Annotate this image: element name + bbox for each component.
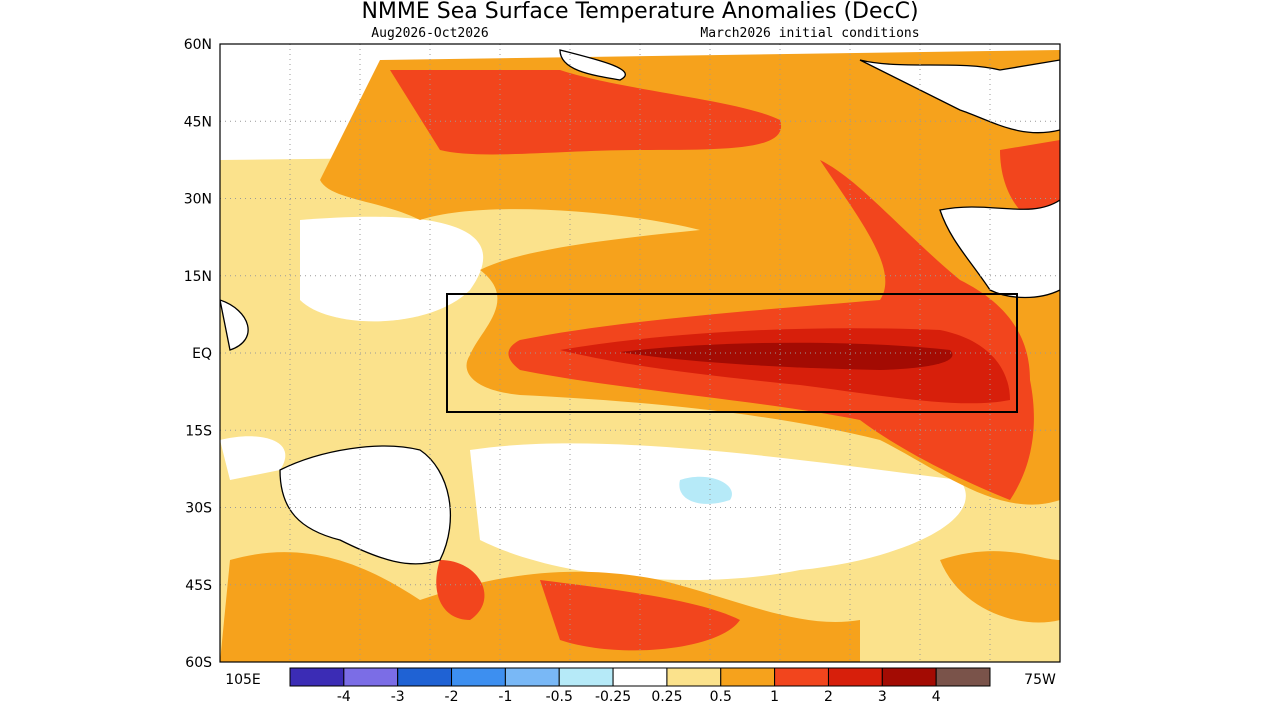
colorbar-label: -2 [445,689,459,705]
colorbar-swatch [612,667,668,687]
lat-label: 45N [184,114,212,130]
lat-label: EQ [192,346,212,362]
colorbar-swatch [720,667,776,687]
period-label: Aug2026-Oct2026 [371,26,488,41]
colorbar-label: 3 [878,689,887,705]
lat-label: 60S [185,655,212,671]
colorbar-swatch [827,667,883,687]
colorbar-swatch [504,667,560,687]
lat-label: 30S [185,501,212,517]
colorbar-swatch [289,667,345,687]
colorbar-label: 4 [932,689,941,705]
colorbar-label: 0.25 [651,689,682,705]
map-title: NMME Sea Surface Temperature Anomalies (… [361,0,918,24]
colorbar-label: -0.5 [546,689,573,705]
colorbar-label: -4 [337,689,351,705]
lat-label: 15S [185,423,212,439]
lon-label: 75W [1024,672,1056,688]
colorbar-swatch [666,667,722,687]
colorbar-label: 0.5 [710,689,732,705]
map-frame [219,43,1061,663]
colorbar-label: 2 [824,689,833,705]
colorbar-swatch [397,667,453,687]
lat-label: 45S [185,578,212,594]
lat-label: 30N [184,192,212,208]
colorbar-swatch [881,667,937,687]
colorbar-label: 1 [770,689,779,705]
init-label: March2026 initial conditions [700,26,919,41]
colorbar-swatch [774,667,829,687]
colorbar-label: -0.25 [595,689,631,705]
lat-label: 15N [184,269,212,285]
colorbar-swatch [558,667,614,687]
lon-label: 105E [225,672,261,688]
colorbar-swatch [451,667,506,687]
lat-label: 60N [184,37,212,53]
colorbar-label: -1 [498,689,512,705]
colorbar-swatch [343,667,399,687]
nino-box [446,293,1018,413]
colorbar-label: -3 [391,689,405,705]
colorbar-swatch [935,667,991,687]
